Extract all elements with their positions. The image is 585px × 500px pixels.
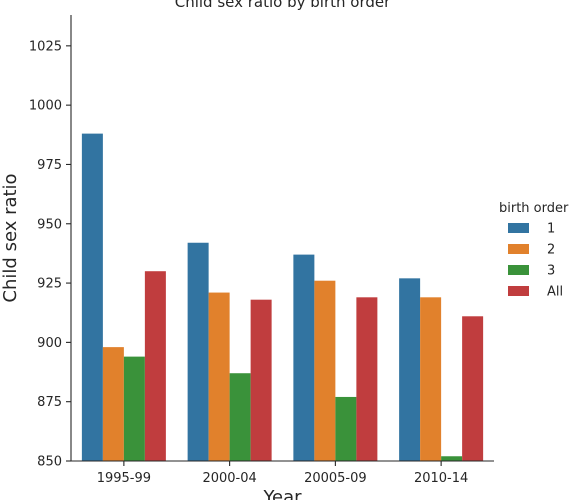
legend-swatch-1: [508, 223, 529, 233]
bars-layer: [82, 134, 483, 461]
y-tick-label: 950: [37, 217, 62, 232]
bar-20005-09-series-All: [356, 297, 377, 461]
y-tick-label: 1025: [29, 39, 62, 54]
legend-title: birth order: [499, 201, 569, 216]
bar-2010-14-series-All: [462, 316, 483, 461]
chart-title: Child sex ratio by birth order: [175, 0, 391, 11]
y-tick-label: 875: [37, 395, 62, 410]
y-tick-label: 900: [37, 336, 62, 351]
bar-1995-99-series-3: [124, 357, 145, 461]
x-axis-ticks: 1995-99 2000-04 20005-09 2010-14: [97, 461, 469, 486]
legend: birth order 1 2 3 All: [499, 201, 569, 300]
legend-label-2: 2: [547, 243, 555, 258]
bar-20005-09-series-3: [335, 397, 356, 461]
bar-2000-04-series-All: [251, 300, 272, 461]
legend-swatch-2: [508, 244, 529, 254]
bar-20005-09-series-2: [314, 281, 335, 461]
bar-1995-99-series-2: [103, 347, 124, 461]
x-tick-label: 20005-09: [304, 471, 367, 486]
legend-label-All: All: [547, 285, 563, 300]
bar-1995-99-series-All: [145, 271, 166, 461]
bar-2000-04-series-3: [230, 373, 251, 461]
bar-2010-14-series-1: [399, 278, 420, 461]
bar-2010-14-series-3: [441, 456, 462, 461]
y-tick-label: 850: [37, 455, 62, 470]
y-axis-label: Child sex ratio: [0, 173, 21, 302]
bar-1995-99-series-1: [82, 134, 103, 461]
bar-2000-04-series-2: [209, 293, 230, 461]
bar-20005-09-series-1: [293, 255, 314, 461]
y-tick-label: 975: [37, 158, 62, 173]
legend-label-3: 3: [547, 264, 555, 279]
legend-label-1: 1: [547, 222, 555, 237]
legend-swatch-All: [508, 286, 529, 296]
x-tick-label: 2010-14: [414, 471, 468, 486]
y-tick-label: 925: [37, 277, 62, 292]
y-axis-ticks: 850 875 900 925 950 975 1000 1025: [29, 39, 71, 469]
bar-2010-14-series-2: [420, 297, 441, 461]
x-axis-label: Year: [262, 487, 302, 500]
x-tick-label: 2000-04: [202, 471, 256, 486]
bar-2000-04-series-1: [188, 243, 209, 461]
y-tick-label: 1000: [29, 99, 62, 114]
legend-swatch-3: [508, 265, 529, 275]
x-tick-label: 1995-99: [97, 471, 151, 486]
